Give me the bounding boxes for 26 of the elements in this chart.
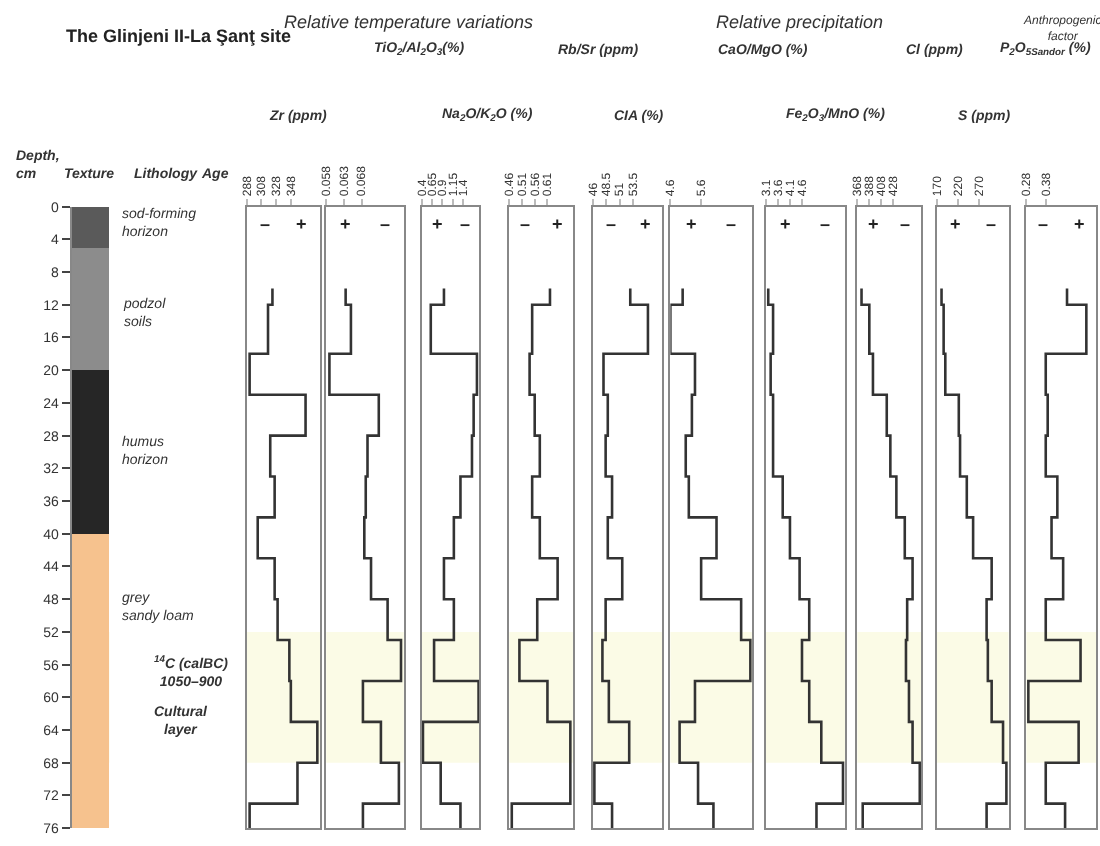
annotation: + <box>868 214 879 234</box>
annotation: – <box>260 214 271 234</box>
annotation: + <box>950 214 961 234</box>
annotation: – <box>1038 214 1049 234</box>
text: Relative temperature variations <box>284 12 535 32</box>
text: The Glinjeni II-La Şanţ site <box>66 26 292 47</box>
annotation: – <box>520 214 531 234</box>
annotation: + <box>780 214 791 234</box>
annotation: – <box>380 214 391 234</box>
bar <box>71 206 110 248</box>
text: Relative precipitation <box>716 12 884 32</box>
annotation: + <box>552 214 563 234</box>
annotation: – <box>900 214 911 234</box>
annotation: + <box>640 214 651 234</box>
annotation: – <box>820 214 831 234</box>
annotation: – <box>726 214 737 234</box>
annotation: – <box>606 214 617 234</box>
annotation: + <box>340 214 351 234</box>
annotation: – <box>986 214 997 234</box>
bar <box>71 533 110 829</box>
bar <box>71 370 110 534</box>
annotation: + <box>296 214 307 234</box>
annotation: + <box>686 214 697 234</box>
annotation: + <box>1074 214 1085 234</box>
annotation: – <box>460 214 471 234</box>
annotation: + <box>432 214 443 234</box>
